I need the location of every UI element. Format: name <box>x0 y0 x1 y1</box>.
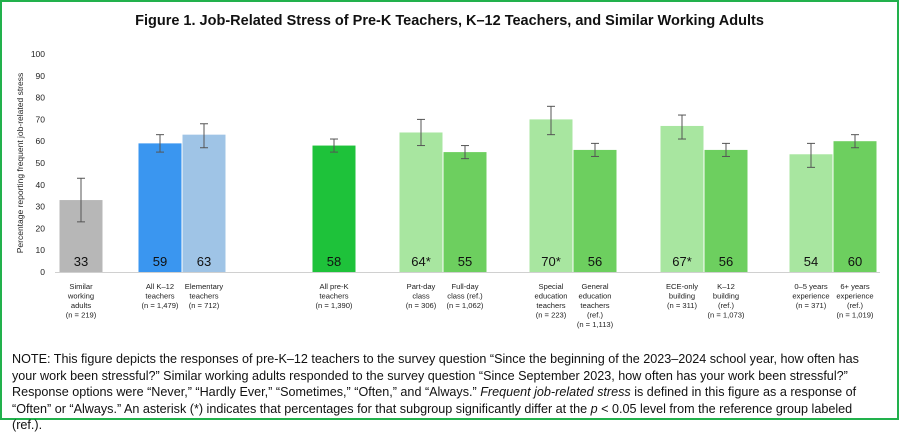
y-tick-label: 100 <box>31 49 45 59</box>
category-label: experience <box>836 292 873 301</box>
category-label: teachers <box>580 301 609 310</box>
bar <box>660 125 704 272</box>
y-axis-title: Percentage reporting frequent job-relate… <box>15 73 25 254</box>
bar <box>443 152 487 272</box>
category-label: adults <box>71 301 91 310</box>
category-label: building <box>669 292 695 301</box>
category-label: (n = 1,073) <box>708 311 745 320</box>
category-label: Part-day <box>407 282 436 291</box>
bar <box>573 149 617 272</box>
bar <box>529 119 573 273</box>
y-tick-label: 50 <box>36 158 46 168</box>
data-label: 60 <box>848 254 862 269</box>
category-label: (n = 219) <box>66 311 97 320</box>
note-text-2: is defined in this figure as a response … <box>12 385 857 416</box>
chart-note: NOTE: This figure depicts the responses … <box>12 351 884 434</box>
bar <box>833 141 877 272</box>
data-label: 59 <box>153 254 167 269</box>
data-label: 55 <box>458 254 472 269</box>
category-label: (ref.) <box>587 311 604 320</box>
category-label: experience <box>792 292 829 301</box>
bar <box>399 132 443 272</box>
category-label: (ref.) <box>718 301 735 310</box>
note-p-symbol: p <box>590 401 598 416</box>
category-label: (n = 311) <box>667 301 698 310</box>
category-label: class (ref.) <box>447 292 483 301</box>
bar <box>138 143 182 272</box>
data-label: 70* <box>541 254 561 269</box>
data-label: 64* <box>411 254 431 269</box>
bar <box>789 154 833 272</box>
note-text-1: NOTE: This figure depicts the responses … <box>12 352 859 399</box>
data-label: 54 <box>804 254 818 269</box>
bar <box>704 149 748 272</box>
category-label: (ref.) <box>847 301 864 310</box>
y-tick-label: 90 <box>36 71 46 81</box>
data-label: 63 <box>197 254 211 269</box>
category-label: teachers <box>145 292 174 301</box>
category-label: All pre-K <box>319 282 348 291</box>
category-label: (n = 712) <box>189 301 220 310</box>
category-label: class <box>412 292 430 301</box>
bar <box>182 134 226 272</box>
category-label: (n = 1,019) <box>837 311 874 320</box>
category-label: Full-day <box>451 282 478 291</box>
category-label: (n = 1,479) <box>142 301 179 310</box>
bar <box>312 145 356 272</box>
note-emphasis: Frequent job-related stress <box>480 385 631 399</box>
y-tick-label: 80 <box>36 93 46 103</box>
data-label: 67* <box>672 254 692 269</box>
bar-chart: 0 10 20 30 40 50 60 70 80 90 100 Percentage reporti… <box>15 49 880 329</box>
data-label: 33 <box>74 254 88 269</box>
category-label: Special <box>539 282 564 291</box>
category-label: (n = 371) <box>796 301 827 310</box>
category-label: (n = 1,062) <box>447 301 484 310</box>
category-label: Similar <box>69 282 93 291</box>
category-label: All K–12 <box>146 282 174 291</box>
category-label: (n = 306) <box>406 301 437 310</box>
y-tick-label: 30 <box>36 202 46 212</box>
category-label: (n = 1,390) <box>316 301 353 310</box>
category-label: building <box>713 292 739 301</box>
category-label: education <box>535 292 568 301</box>
category-label: teachers <box>189 292 218 301</box>
category-label: General <box>581 282 608 291</box>
data-label: 58 <box>327 254 341 269</box>
category-label: Elementary <box>185 282 224 291</box>
category-label: teachers <box>536 301 565 310</box>
category-label: working <box>67 292 94 301</box>
y-tick-label: 20 <box>36 223 46 233</box>
category-label: (n = 223) <box>536 311 567 320</box>
category-label: teachers <box>319 292 348 301</box>
y-tick-label: 70 <box>36 114 46 124</box>
category-label: ECE-only <box>666 282 698 291</box>
y-tick-label: 0 <box>40 267 45 277</box>
category-label: 0–5 years <box>794 282 828 291</box>
chart-title: Figure 1. Job-Related Stress of Pre-K Te… <box>135 13 764 29</box>
category-label: 6+ years <box>840 282 870 291</box>
category-label: (n = 1,113) <box>577 320 614 329</box>
y-tick-label: 40 <box>36 180 46 190</box>
y-tick-label: 10 <box>36 245 46 255</box>
y-tick-label: 60 <box>36 136 46 146</box>
data-label: 56 <box>588 254 602 269</box>
category-label: education <box>579 292 612 301</box>
data-label: 56 <box>719 254 733 269</box>
category-label: K–12 <box>717 282 735 291</box>
